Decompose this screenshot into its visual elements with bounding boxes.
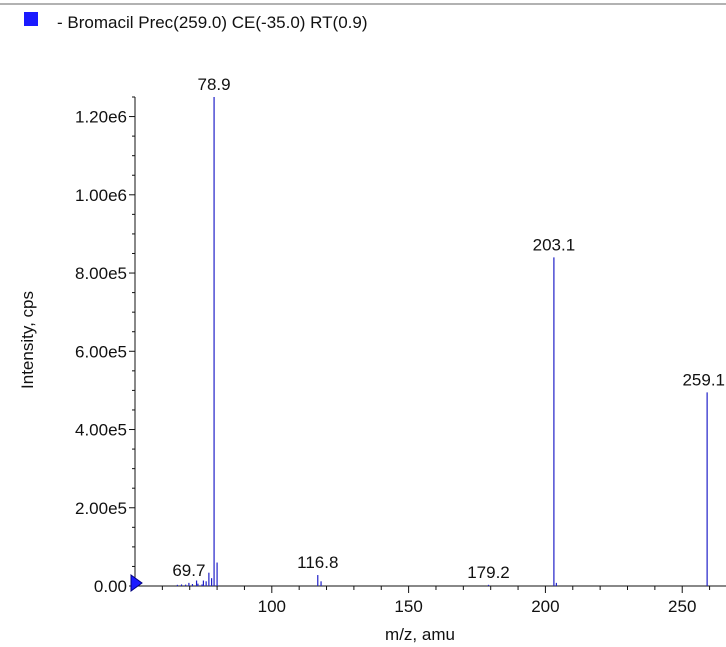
y-tick-label: 1.20e6: [75, 108, 127, 127]
y-ticks: 0.00 2.00e5 4.00e5 6.00e5 8.00e5 1.00e6 1.20e6: [75, 96, 135, 596]
peak-label: 203.1: [533, 235, 576, 254]
axes: [134, 97, 726, 587]
bars: [176, 97, 708, 586]
chart-title: - Bromacil Prec(259.0) CE(-35.0) RT(0.9): [57, 13, 368, 32]
x-ticks: 100 150 200 250: [161, 586, 711, 616]
peak-labels: 78.9 203.1 259.1 116.8 69.7 179.2: [172, 75, 725, 582]
peak-label: 69.7: [172, 561, 205, 580]
y-tick-label: 2.00e5: [75, 499, 127, 518]
y-tick-label: 8.00e5: [75, 264, 127, 283]
y-tick-label: 1.00e6: [75, 186, 127, 205]
peak-label: 116.8: [297, 553, 338, 572]
baseline-marker-icon: [130, 574, 143, 592]
x-axis-label: m/z, amu: [385, 625, 455, 644]
y-tick-label: 4.00e5: [75, 421, 127, 440]
x-tick-label: 100: [258, 597, 286, 616]
y-tick-label: 0.00: [94, 577, 127, 596]
legend-swatch: [24, 12, 38, 26]
peak-label: 179.2: [467, 563, 510, 582]
peak-label: 259.1: [682, 370, 725, 389]
x-tick-label: 200: [531, 597, 559, 616]
x-tick-label: 150: [394, 597, 422, 616]
peak-label: 78.9: [198, 75, 231, 94]
y-axis-label: Intensity, cps: [18, 291, 37, 389]
x-tick-label: 250: [668, 597, 696, 616]
y-tick-label: 6.00e5: [75, 342, 127, 361]
